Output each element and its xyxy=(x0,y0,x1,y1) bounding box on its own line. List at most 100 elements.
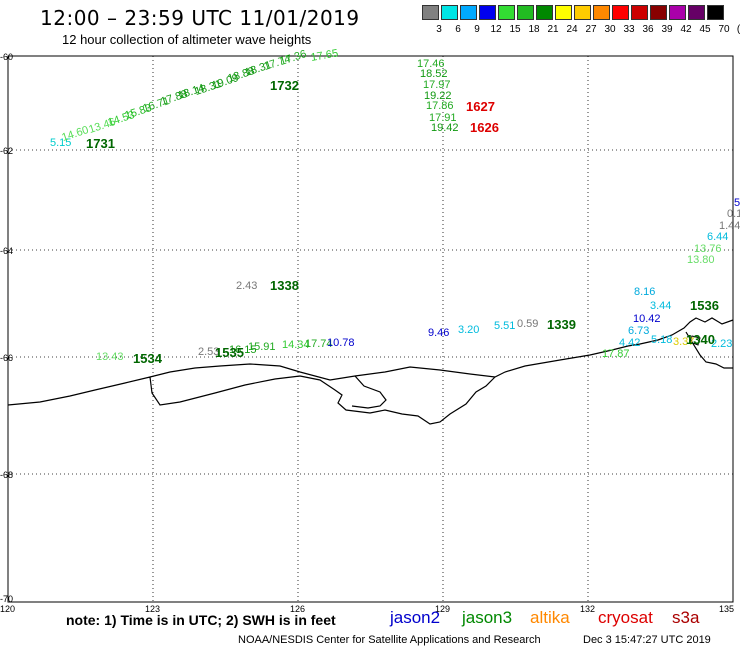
longitude-label: 132 xyxy=(580,604,596,614)
map-grid xyxy=(8,56,733,602)
map-frame xyxy=(7,55,734,603)
color-scale-label: 33 xyxy=(623,24,635,35)
wave-height-value: 2.43 xyxy=(236,280,258,292)
pass-time-label: 1626 xyxy=(470,120,499,135)
color-swatch xyxy=(555,5,572,20)
satellite-jason3: jason3 xyxy=(462,608,513,627)
color-swatch xyxy=(574,5,591,20)
wave-height-value: 13.76 xyxy=(694,243,722,255)
pass-time-label: 1534 xyxy=(133,351,162,366)
pass-time-label: 1535 xyxy=(215,345,244,360)
wave-height-value: 5.51 xyxy=(494,320,516,332)
color-scale-label: 42 xyxy=(680,24,692,35)
chart-title: 12:00 – 23:59 UTC 11/01/2019 xyxy=(40,6,360,30)
color-scale-label: (ft) xyxy=(736,24,740,35)
color-swatch xyxy=(460,5,477,20)
color-swatch xyxy=(517,5,534,20)
color-scale-label: 24 xyxy=(566,24,578,35)
wave-height-value: 6.44 xyxy=(707,231,729,243)
pass-time-label: 1731 xyxy=(86,136,115,151)
pass-time-label: 1339 xyxy=(547,317,576,332)
wave-height-value: 3.37 xyxy=(673,336,695,348)
longitude-label: 123 xyxy=(145,604,161,614)
pass-time-label: 1536 xyxy=(690,298,719,313)
color-swatch xyxy=(669,5,686,20)
wave-height-value: 0.1 xyxy=(727,208,740,220)
wave-height-value: 3.20 xyxy=(458,324,480,336)
wave-height-value: 14.34 xyxy=(282,339,310,351)
antarctic-coastline xyxy=(7,317,734,425)
color-scale-label: 39 xyxy=(661,24,673,35)
longitude-label: 120 xyxy=(0,604,16,614)
coastal-islet xyxy=(689,335,701,346)
color-swatch xyxy=(631,5,648,20)
color-scale-label: 30 xyxy=(604,24,616,35)
wave-height-value: 5.18 xyxy=(651,334,673,346)
wave-height-value: 5 xyxy=(734,197,740,209)
wave-height-value: 9.46 xyxy=(428,327,450,339)
wave-height-value: 10.42 xyxy=(633,313,661,325)
wave-height-value: 2.23 xyxy=(711,338,733,350)
wave-height-value: 18.52 xyxy=(420,68,448,80)
pass-time-label: 1732 xyxy=(270,78,299,93)
color-scale-label: 70 xyxy=(718,24,730,35)
credit-date: Dec 3 15:47:27 UTC 2019 xyxy=(583,634,711,646)
wave-height-value: 19.22 xyxy=(424,90,452,102)
wave-height-value: 17.74 xyxy=(305,338,333,350)
color-scale-label: 15 xyxy=(509,24,521,35)
color-swatch xyxy=(536,5,553,20)
credit-text: NOAA/NESDIS Center for Satellite Applica… xyxy=(238,634,541,646)
color-swatch xyxy=(707,5,724,20)
wave-height-value: 17.87 xyxy=(602,348,630,360)
color-scale-label: 45 xyxy=(699,24,711,35)
color-swatch xyxy=(612,5,629,20)
wave-height-value: 2.53 xyxy=(198,346,220,358)
color-scale-label: 36 xyxy=(642,24,654,35)
color-swatch xyxy=(479,5,496,20)
chart-subtitle: 12 hour collection of altimeter wave hei… xyxy=(62,32,312,47)
pass-time-label: 1338 xyxy=(270,278,299,293)
latitude-label: -64 xyxy=(0,246,14,256)
wave-height-value: 17.86 xyxy=(426,100,454,112)
wave-height-value: 4.42 xyxy=(619,337,641,349)
wave-height-value: 17.91 xyxy=(429,112,457,124)
color-swatch xyxy=(688,5,705,20)
wave-height-value: 8.16 xyxy=(634,286,656,298)
color-scale-label: 18 xyxy=(528,24,540,35)
pass-time-label: 1627 xyxy=(466,99,495,114)
latitude-label: -68 xyxy=(0,470,14,480)
latitude-label: -66 xyxy=(0,353,14,363)
latitude-label: -62 xyxy=(0,146,14,156)
satellite-s3a: s3a xyxy=(672,608,700,627)
latitude-label: -70 xyxy=(0,594,14,604)
latitude-label: -60 xyxy=(0,52,14,62)
color-scale-label: 3 xyxy=(436,24,442,35)
color-swatch xyxy=(422,5,439,20)
wave-height-value: 15.91 xyxy=(248,341,276,353)
wave-height-value: 5.15 xyxy=(50,137,72,149)
color-scale-label: 21 xyxy=(547,24,559,35)
color-scale-label: 27 xyxy=(585,24,597,35)
longitude-label: 135 xyxy=(719,604,735,614)
wave-height-value: 16.15 xyxy=(229,344,257,356)
color-swatch xyxy=(441,5,458,20)
wave-height-value: 17.46 xyxy=(417,58,445,70)
wave-height-value: 6.73 xyxy=(628,325,650,337)
color-swatch xyxy=(650,5,667,20)
wave-height-value: 13.43 xyxy=(96,351,124,363)
color-swatch xyxy=(593,5,610,20)
wave-height-value: 17.97 xyxy=(423,79,451,91)
color-scale-label: 6 xyxy=(455,24,461,35)
wave-height-value: 19.42 xyxy=(431,122,459,134)
satellite-cryosat: cryosat xyxy=(598,608,653,627)
wave-height-value: 13.80 xyxy=(687,254,715,266)
wave-height-value: 1.44 xyxy=(719,220,740,232)
wave-height-value: 10.78 xyxy=(327,337,355,349)
color-scale-label: 9 xyxy=(474,24,480,35)
longitude-label: 129 xyxy=(435,604,451,614)
longitude-label: 126 xyxy=(290,604,306,614)
wave-height-value: 3.44 xyxy=(650,300,672,312)
color-swatch xyxy=(498,5,515,20)
footnote: note: 1) Time is in UTC; 2) SWH is in fe… xyxy=(66,612,336,628)
